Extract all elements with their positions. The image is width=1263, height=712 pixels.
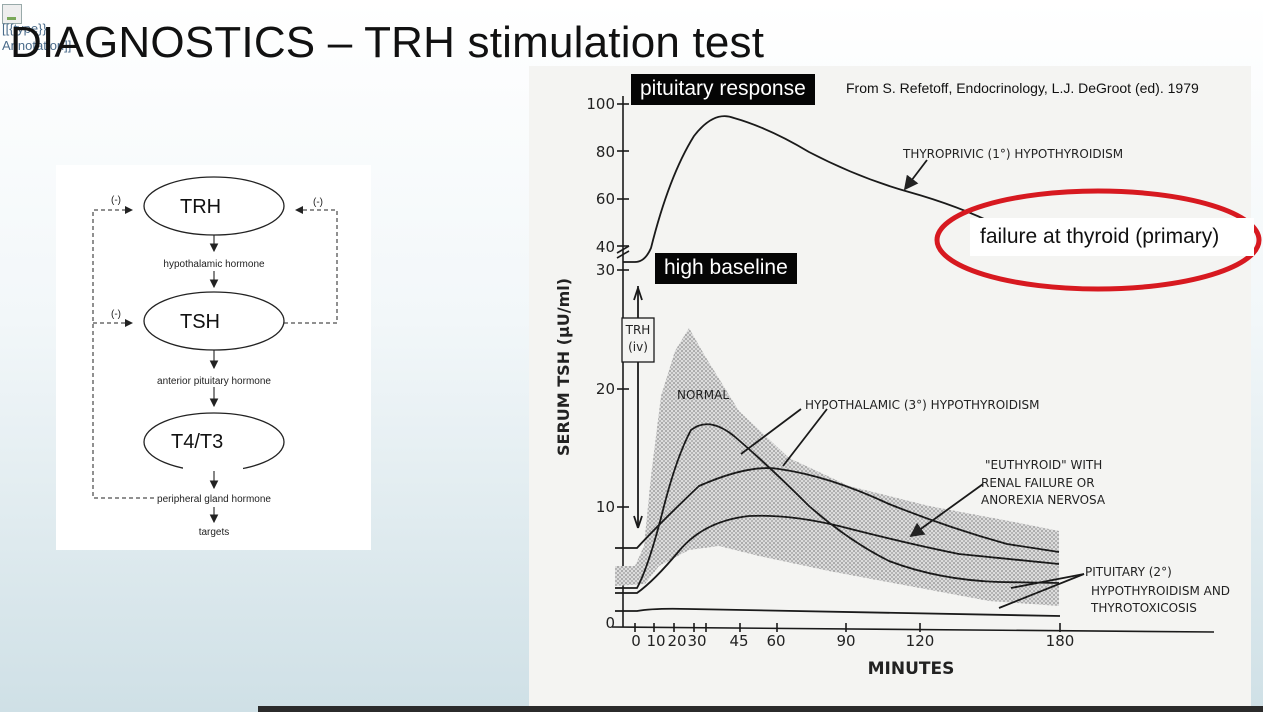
label-pituitary-1: PITUITARY (2°) bbox=[1085, 565, 1172, 579]
y-tick-40: 40 bbox=[596, 238, 615, 256]
x-tick-180: 180 bbox=[1046, 632, 1075, 650]
thyroprivic-curve bbox=[623, 115, 1000, 263]
label-pituitary-3: THYROTOXICOSIS bbox=[1090, 601, 1197, 615]
broken-image-icon bbox=[2, 4, 22, 24]
y-tick-30: 30 bbox=[596, 261, 615, 279]
label-hypothalamic: HYPOTHALAMIC (3°) HYPOTHYROIDISM bbox=[805, 398, 1039, 412]
x-axis-label: MINUTES bbox=[868, 659, 955, 679]
x-tick-20: 20 bbox=[667, 632, 686, 650]
slide-title: DIAGNOSTICS – TRH stimulation test bbox=[10, 18, 765, 67]
y-tick-80: 80 bbox=[596, 143, 615, 161]
trh-test-figure: TRH (iv) 0 10 20 30 40 60 80 100 0 10 20… bbox=[529, 66, 1251, 712]
caption-targets: targets bbox=[199, 527, 230, 538]
x-tick-30: 30 bbox=[687, 632, 706, 650]
x-tick-60: 60 bbox=[766, 632, 785, 650]
t4t3-node-label: T4/T3 bbox=[171, 431, 223, 453]
y-axis-label: SERUM TSH (μU/ml) bbox=[554, 278, 573, 456]
high-baseline-label: high baseline bbox=[655, 253, 797, 284]
label-euthyroid-2: RENAL FAILURE OR bbox=[981, 476, 1095, 490]
y-tick-100: 100 bbox=[586, 95, 615, 113]
label-normal: NORMAL bbox=[677, 388, 729, 402]
x-tick-90: 90 bbox=[836, 632, 855, 650]
trh-test-svg: TRH (iv) 0 10 20 30 40 60 80 100 0 10 20… bbox=[554, 95, 1230, 679]
hpt-axis-diagram: TRH TSH T4/T3 hypothalamic hormone anter… bbox=[56, 165, 371, 550]
euthyroid-curve bbox=[615, 514, 1060, 594]
hypothalamic-curve bbox=[615, 467, 1060, 553]
feedback-sign-2: (-) bbox=[313, 197, 323, 208]
y-tick-60: 60 bbox=[596, 190, 615, 208]
hpt-axis-svg: TRH TSH T4/T3 hypothalamic hormone anter… bbox=[92, 176, 338, 538]
normal-curve bbox=[615, 423, 1060, 589]
label-euthyroid-3: ANOREXIA NERVOSA bbox=[981, 493, 1106, 507]
x-axis bbox=[611, 626, 1215, 633]
label-euthyroid-1: "EUTHYROID" WITH bbox=[985, 458, 1102, 472]
y-tick-20: 20 bbox=[596, 380, 615, 398]
trh-box-line1: TRH bbox=[625, 323, 651, 337]
tsh-node-label: TSH bbox=[180, 311, 220, 333]
caption-anterior-pituitary: anterior pituitary hormone bbox=[157, 376, 271, 387]
y-tick-0: 0 bbox=[605, 614, 615, 632]
caption-hypothalamic: hypothalamic hormone bbox=[163, 259, 265, 270]
primary-failure-callout: failure at thyroid (primary) bbox=[970, 218, 1254, 256]
x-tick-0: 0 bbox=[631, 632, 641, 650]
pituitary-curve bbox=[615, 607, 1061, 617]
x-tick-45: 45 bbox=[729, 632, 748, 650]
caption-peripheral: peripheral gland hormone bbox=[157, 494, 271, 505]
broken-image-placeholder: [[{type}} Annotation]] bbox=[2, 4, 112, 54]
trh-box-line2: (iv) bbox=[628, 340, 648, 354]
label-thyroprivic: THYROPRIVIC (1°) HYPOTHYROIDISM bbox=[902, 147, 1123, 161]
normal-range-band bbox=[615, 328, 1059, 606]
feedback-sign-1: (-) bbox=[111, 195, 121, 206]
trh-iv-box bbox=[621, 317, 655, 363]
x-tick-10: 10 bbox=[646, 632, 665, 650]
pituitary-response-label: pituitary response bbox=[631, 74, 815, 105]
feedback-sign-3: (-) bbox=[111, 309, 121, 320]
x-tick-120: 120 bbox=[906, 632, 935, 650]
broken-image-alt-text: [[{type}} Annotation]] bbox=[2, 21, 72, 53]
citation-text: From S. Refetoff, Endocrinology, L.J. De… bbox=[846, 80, 1199, 96]
bottom-scrollbar[interactable] bbox=[258, 706, 1263, 712]
label-pituitary-2: HYPOTHYROIDISM AND bbox=[1091, 584, 1230, 598]
trh-node-label: TRH bbox=[180, 196, 221, 218]
y-tick-10: 10 bbox=[596, 498, 615, 516]
